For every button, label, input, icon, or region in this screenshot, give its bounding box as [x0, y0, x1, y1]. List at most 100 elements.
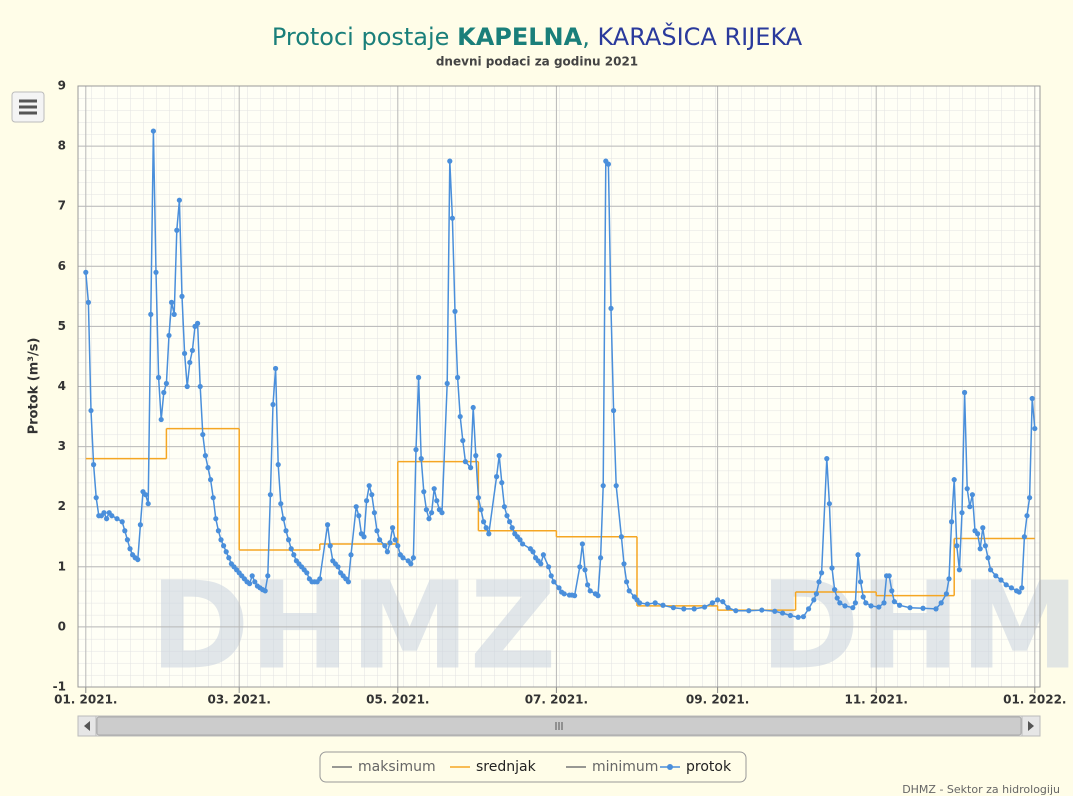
flow-point — [226, 555, 232, 561]
menu-icon[interactable] — [19, 99, 37, 115]
flow-point — [868, 603, 874, 609]
flow-point — [824, 456, 830, 462]
flow-point — [187, 359, 193, 366]
flow-point — [317, 576, 323, 582]
plot-border — [77, 85, 1041, 688]
flow-point — [447, 158, 453, 164]
flow-point — [715, 597, 721, 603]
flow-point — [759, 607, 765, 613]
legend-label: maksimum — [358, 759, 436, 775]
flow-point — [252, 579, 258, 585]
flow-point — [954, 543, 960, 549]
flow-point — [691, 606, 697, 612]
x-tick-label: 01. 2022. — [1003, 693, 1066, 707]
flow-point — [382, 543, 388, 549]
flow-point — [278, 501, 284, 507]
flow-point — [956, 567, 963, 573]
flow-point — [889, 588, 895, 594]
flow-point — [637, 600, 643, 606]
flow-point — [504, 513, 510, 519]
flow-point — [213, 516, 219, 522]
flow-point — [202, 453, 208, 459]
flow-point — [364, 498, 370, 504]
flow-point — [1029, 395, 1035, 402]
flow-point — [811, 597, 817, 603]
flow-point — [145, 501, 151, 507]
flow-point — [195, 320, 201, 326]
y-axis-label: Protok (m³/s) — [27, 338, 42, 435]
flow-point — [709, 600, 716, 606]
flow-point — [91, 462, 97, 468]
flow-point — [598, 555, 604, 561]
flow-point — [473, 453, 479, 459]
flow-point — [104, 516, 110, 522]
flow-point — [197, 383, 203, 390]
menu-button[interactable] — [11, 91, 45, 123]
flow-point — [850, 605, 856, 611]
flow-point — [273, 365, 279, 372]
flow-point — [390, 525, 396, 531]
flow-point — [143, 492, 149, 498]
flow-point — [1016, 589, 1022, 595]
plot-layer: -1 0 1 2 3 4 5 6 7 8 9 01. 2021. 03. 2021. 05. 2021. 0… — [53, 79, 1067, 707]
flow-point — [93, 495, 99, 501]
flow-point — [200, 431, 206, 438]
title-river: KARAŠICA RIJEKA — [597, 21, 802, 51]
flow-point — [501, 504, 507, 510]
flow-point — [1019, 585, 1025, 591]
flow-point — [468, 465, 474, 471]
flow-point — [423, 507, 429, 513]
flow-point — [270, 401, 276, 408]
y-tick-label: 6 — [58, 259, 66, 273]
flow-point — [392, 537, 398, 543]
flow-point — [179, 293, 185, 299]
flow-point — [119, 519, 125, 525]
flow-point — [267, 492, 273, 498]
flow-point — [938, 600, 944, 606]
flow-point — [205, 465, 211, 471]
flow-point — [579, 541, 586, 547]
flow-point — [496, 453, 502, 459]
flow-point — [780, 610, 786, 616]
y-tick-label: 7 — [58, 199, 66, 213]
flow-point — [400, 555, 406, 561]
flow-point — [265, 573, 271, 579]
flow-point — [795, 614, 801, 620]
flow-point — [520, 541, 526, 547]
flow-point — [509, 525, 515, 531]
flow-point — [1032, 425, 1038, 432]
flow-point — [408, 561, 414, 567]
flow-point — [962, 389, 968, 396]
flow-point — [548, 573, 554, 579]
flow-point — [834, 595, 840, 601]
flow-point — [891, 599, 898, 605]
flow-point — [837, 600, 843, 606]
flow-point — [449, 215, 455, 221]
flow-point — [977, 546, 983, 552]
flow-point — [153, 269, 159, 275]
y-tick-label: -1 — [53, 680, 66, 694]
flow-point — [371, 510, 377, 516]
chart-title: Protoci postaje KAPELNA, KARAŠICA RIJEKA — [272, 21, 803, 51]
flow-point — [452, 308, 458, 314]
title-station: KAPELNA — [457, 23, 583, 51]
scrollbar[interactable] — [77, 715, 1041, 737]
flow-point — [660, 602, 666, 608]
flow-point — [148, 311, 154, 317]
flow-point — [101, 510, 107, 516]
flow-point — [171, 311, 177, 317]
flow-point — [410, 555, 416, 561]
flow-point — [787, 612, 794, 619]
flow-point — [124, 537, 130, 543]
flow-point — [949, 519, 955, 525]
flow-point — [413, 447, 419, 453]
flow-point — [702, 604, 708, 610]
flow-point — [975, 531, 981, 537]
flow-point — [462, 459, 468, 465]
flow-point — [507, 519, 513, 525]
flow-point — [943, 591, 950, 597]
flow-point — [725, 605, 731, 611]
x-tick-label: 11. 2021. — [844, 693, 907, 707]
flow-point — [720, 599, 726, 605]
flow-point — [933, 606, 939, 612]
